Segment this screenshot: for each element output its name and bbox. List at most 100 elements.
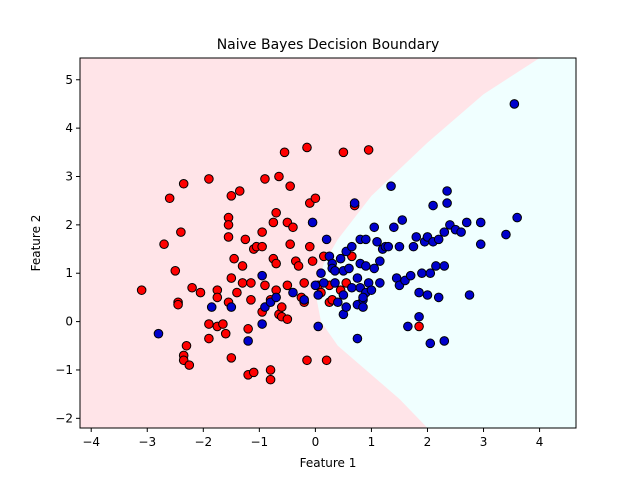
data-point-class-1 bbox=[313, 321, 323, 332]
data-point-class-1 bbox=[414, 287, 424, 298]
data-point-class-0 bbox=[307, 256, 318, 266]
data-point-class-0 bbox=[226, 191, 237, 201]
data-point-class-0 bbox=[257, 227, 267, 237]
data-point-class-1 bbox=[475, 239, 486, 250]
x-tick-label: 2 bbox=[424, 435, 432, 449]
data-point-class-0 bbox=[414, 321, 424, 332]
data-point-class-0 bbox=[204, 333, 214, 344]
data-point-class-0 bbox=[229, 253, 239, 264]
data-point-class-1 bbox=[344, 263, 354, 274]
data-point-class-0 bbox=[302, 142, 312, 153]
data-point-class-0 bbox=[178, 178, 189, 189]
data-point-class-1 bbox=[428, 200, 438, 211]
y-tick-label: 3 bbox=[65, 169, 73, 183]
data-point-class-1 bbox=[333, 297, 343, 308]
data-point-class-0 bbox=[271, 207, 281, 218]
data-point-class-1 bbox=[461, 217, 472, 228]
data-point-class-1 bbox=[372, 236, 382, 247]
data-point-class-0 bbox=[223, 220, 234, 230]
data-point-class-1 bbox=[431, 261, 441, 271]
data-point-class-0 bbox=[237, 278, 248, 288]
data-point-class-0 bbox=[223, 232, 234, 242]
data-point-class-0 bbox=[195, 287, 206, 298]
data-point-class-0 bbox=[243, 324, 253, 334]
data-point-class-0 bbox=[246, 295, 256, 305]
data-point-class-0 bbox=[268, 217, 279, 228]
data-point-class-1 bbox=[375, 256, 385, 266]
data-point-class-0 bbox=[170, 266, 181, 276]
data-point-class-1 bbox=[411, 232, 422, 242]
data-point-class-1 bbox=[366, 285, 377, 295]
data-point-class-0 bbox=[204, 319, 214, 329]
data-point-class-1 bbox=[386, 181, 396, 191]
x-tick-label: −4 bbox=[82, 435, 100, 449]
data-point-class-1 bbox=[271, 292, 281, 303]
data-point-class-0 bbox=[285, 239, 295, 250]
x-tick-label: −3 bbox=[138, 435, 156, 449]
data-point-class-1 bbox=[389, 222, 399, 233]
data-point-class-1 bbox=[352, 273, 363, 283]
class-1-region bbox=[315, 58, 576, 428]
data-point-class-0 bbox=[246, 278, 256, 288]
data-point-class-1 bbox=[403, 321, 413, 332]
data-point-class-1 bbox=[338, 290, 349, 300]
data-point-class-1 bbox=[358, 292, 368, 303]
data-point-class-1 bbox=[347, 282, 357, 293]
data-point-class-0 bbox=[299, 278, 309, 288]
data-point-class-0 bbox=[293, 261, 304, 271]
data-point-class-1 bbox=[313, 290, 323, 300]
data-point-class-0 bbox=[271, 258, 281, 269]
data-point-class-0 bbox=[248, 367, 259, 378]
data-point-class-0 bbox=[282, 280, 293, 291]
data-point-class-1 bbox=[512, 212, 522, 223]
data-point-class-0 bbox=[181, 340, 192, 351]
data-point-class-1 bbox=[369, 263, 380, 274]
data-point-class-0 bbox=[173, 299, 183, 310]
data-point-class-1 bbox=[299, 295, 309, 305]
data-point-class-1 bbox=[361, 234, 371, 245]
data-point-class-1 bbox=[439, 227, 450, 237]
data-point-class-1 bbox=[153, 328, 164, 339]
data-point-class-1 bbox=[414, 311, 424, 322]
data-point-class-0 bbox=[288, 222, 298, 233]
data-point-class-1 bbox=[318, 278, 329, 288]
data-point-class-0 bbox=[310, 193, 321, 204]
data-point-class-1 bbox=[475, 217, 486, 228]
data-point-class-1 bbox=[361, 261, 371, 271]
data-point-class-1 bbox=[442, 186, 452, 196]
data-point-class-0 bbox=[321, 355, 332, 366]
data-point-class-1 bbox=[442, 198, 452, 208]
data-point-class-0 bbox=[260, 174, 270, 184]
data-point-class-1 bbox=[310, 280, 321, 291]
x-tick-label: 1 bbox=[368, 435, 376, 449]
y-tick-label: 2 bbox=[65, 218, 73, 232]
data-point-class-1 bbox=[433, 292, 444, 303]
x-tick-label: 3 bbox=[480, 435, 488, 449]
data-point-class-1 bbox=[439, 261, 450, 271]
data-point-class-1 bbox=[358, 302, 368, 312]
data-point-class-0 bbox=[304, 241, 315, 252]
data-point-class-1 bbox=[383, 241, 394, 252]
data-point-class-0 bbox=[257, 241, 267, 252]
data-point-class-1 bbox=[352, 333, 363, 344]
data-point-class-0 bbox=[218, 319, 228, 329]
data-point-class-1 bbox=[405, 270, 416, 281]
x-axis-ticks: −4 −3 −2 −1 0 1 2 3 4 bbox=[82, 428, 543, 449]
data-point-class-1 bbox=[335, 253, 346, 264]
data-point-class-0 bbox=[204, 174, 214, 184]
x-tick-label: 0 bbox=[312, 435, 320, 449]
x-axis-label: Feature 1 bbox=[300, 456, 357, 470]
scatter-points bbox=[136, 99, 522, 385]
data-point-class-1 bbox=[439, 336, 450, 346]
y-tick-label: −2 bbox=[55, 411, 73, 425]
data-point-class-0 bbox=[176, 227, 186, 237]
data-point-class-1 bbox=[349, 198, 360, 208]
y-tick-label: 4 bbox=[65, 121, 73, 135]
data-point-class-1 bbox=[394, 241, 405, 252]
data-point-class-1 bbox=[464, 290, 475, 300]
data-point-class-1 bbox=[341, 302, 352, 312]
data-point-class-0 bbox=[285, 181, 295, 191]
data-point-class-0 bbox=[226, 273, 237, 283]
data-point-class-1 bbox=[307, 217, 318, 228]
